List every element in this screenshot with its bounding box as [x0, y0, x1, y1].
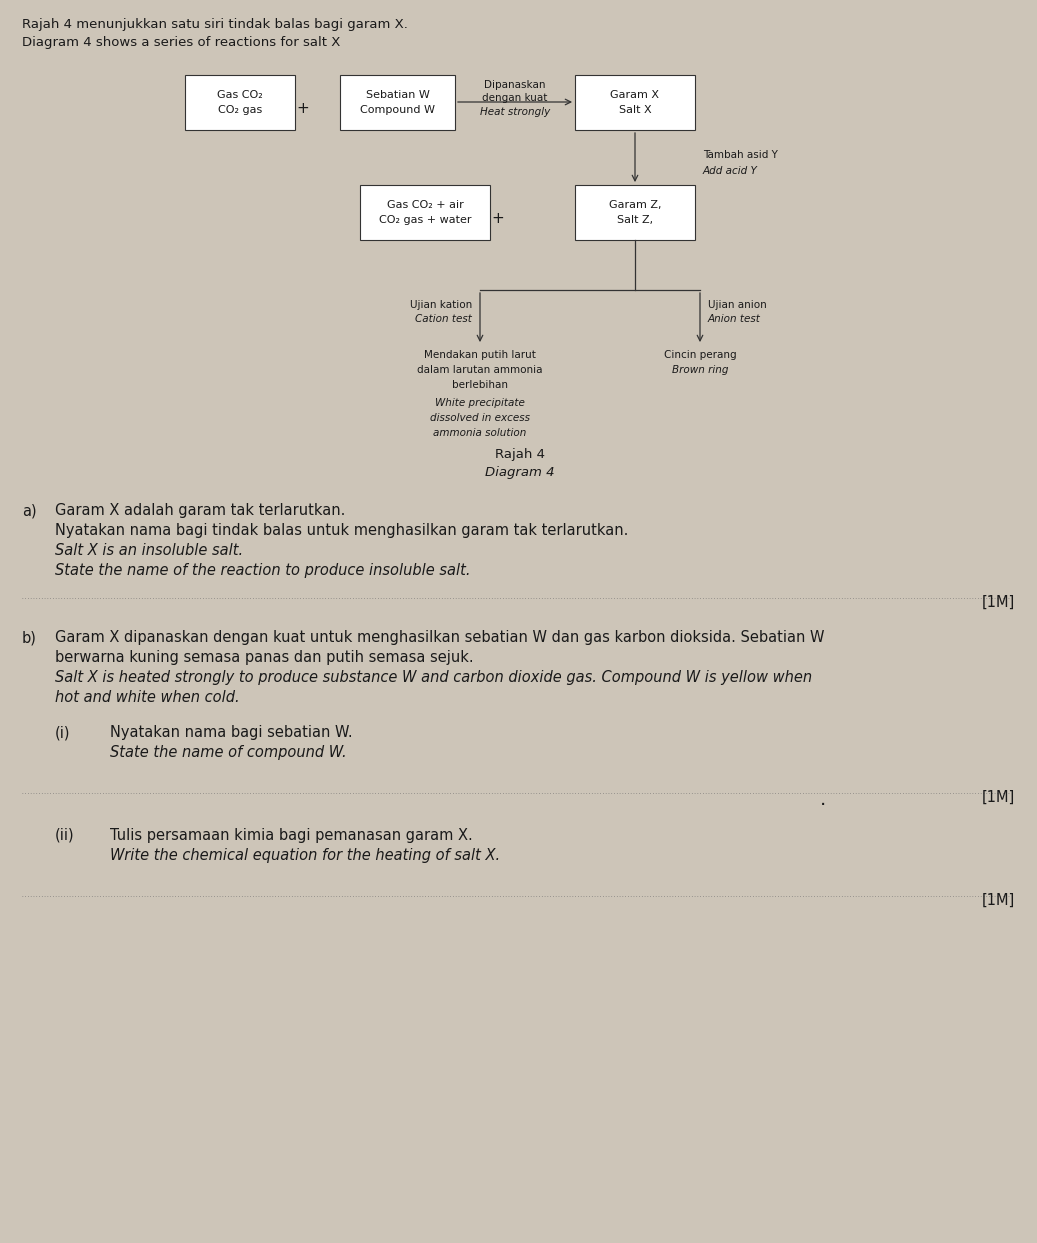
FancyBboxPatch shape [360, 185, 491, 240]
Text: Garam X adalah garam tak terlarutkan.: Garam X adalah garam tak terlarutkan. [55, 503, 345, 518]
Text: Gas CO₂ + air: Gas CO₂ + air [387, 200, 464, 210]
Text: Heat strongly: Heat strongly [480, 107, 550, 117]
Text: Cation test: Cation test [415, 314, 472, 324]
Text: Tambah asid Y: Tambah asid Y [703, 150, 778, 160]
Text: Add acid Y: Add acid Y [703, 167, 758, 177]
Text: Nyatakan nama bagi sebatian W.: Nyatakan nama bagi sebatian W. [110, 725, 353, 740]
Text: Salt Z,: Salt Z, [617, 215, 653, 225]
Text: ammonia solution: ammonia solution [433, 428, 527, 438]
Text: Write the chemical equation for the heating of salt X.: Write the chemical equation for the heat… [110, 848, 500, 863]
Text: +: + [297, 101, 309, 116]
Text: Ujian kation: Ujian kation [410, 300, 472, 310]
Text: b): b) [22, 630, 37, 645]
Text: Diagram 4: Diagram 4 [485, 466, 555, 479]
FancyBboxPatch shape [185, 75, 295, 131]
Text: Ujian anion: Ujian anion [708, 300, 766, 310]
Text: Rajah 4: Rajah 4 [495, 447, 545, 461]
Text: [1M]: [1M] [982, 595, 1015, 610]
Text: Cincin perang: Cincin perang [664, 351, 736, 360]
Text: (i): (i) [55, 725, 71, 740]
Text: Salt X is heated strongly to produce substance W and carbon dioxide gas. Compoun: Salt X is heated strongly to produce sub… [55, 670, 812, 685]
Text: berwarna kuning semasa panas dan putih semasa sejuk.: berwarna kuning semasa panas dan putih s… [55, 650, 474, 665]
Text: [1M]: [1M] [982, 791, 1015, 805]
Text: White precipitate: White precipitate [436, 398, 525, 408]
Text: +: + [492, 210, 504, 225]
FancyBboxPatch shape [340, 75, 455, 131]
Text: Salt X: Salt X [619, 106, 651, 116]
Text: Gas CO₂: Gas CO₂ [217, 89, 262, 99]
Text: Diagram 4 shows a series of reactions for salt X: Diagram 4 shows a series of reactions fo… [22, 36, 340, 48]
Text: Sebatian W: Sebatian W [366, 89, 429, 99]
Text: a): a) [22, 503, 36, 518]
FancyBboxPatch shape [574, 75, 695, 131]
Text: CO₂ gas + water: CO₂ gas + water [379, 215, 471, 225]
Text: Rajah 4 menunjukkan satu siri tindak balas bagi garam X.: Rajah 4 menunjukkan satu siri tindak bal… [22, 17, 408, 31]
Text: Tulis persamaan kimia bagi pemanasan garam X.: Tulis persamaan kimia bagi pemanasan gar… [110, 828, 473, 843]
Text: Brown ring: Brown ring [672, 365, 728, 375]
Text: Compound W: Compound W [360, 106, 435, 116]
Text: (ii): (ii) [55, 828, 75, 843]
Text: Dipanaskan: Dipanaskan [484, 80, 545, 89]
Text: Mendakan putih larut: Mendakan putih larut [424, 351, 536, 360]
Text: CO₂ gas: CO₂ gas [218, 106, 262, 116]
Text: dalam larutan ammonia: dalam larutan ammonia [417, 365, 542, 375]
FancyBboxPatch shape [574, 185, 695, 240]
Text: Anion test: Anion test [708, 314, 761, 324]
Text: Garam Z,: Garam Z, [609, 200, 662, 210]
Text: [1M]: [1M] [982, 892, 1015, 907]
Text: dengan kuat: dengan kuat [482, 93, 548, 103]
Text: .: . [820, 791, 826, 809]
Text: berlebihan: berlebihan [452, 380, 508, 390]
Text: dissolved in excess: dissolved in excess [430, 413, 530, 423]
Text: State the name of compound W.: State the name of compound W. [110, 745, 346, 759]
Text: Garam X dipanaskan dengan kuat untuk menghasilkan sebatian W dan gas karbon diok: Garam X dipanaskan dengan kuat untuk men… [55, 630, 824, 645]
Text: Salt X is an insoluble salt.: Salt X is an insoluble salt. [55, 543, 243, 558]
Text: Nyatakan nama bagi tindak balas untuk menghasilkan garam tak terlarutkan.: Nyatakan nama bagi tindak balas untuk me… [55, 523, 628, 538]
Text: Garam X: Garam X [611, 89, 660, 99]
Text: hot and white when cold.: hot and white when cold. [55, 690, 240, 705]
Text: State the name of the reaction to produce insoluble salt.: State the name of the reaction to produc… [55, 563, 471, 578]
